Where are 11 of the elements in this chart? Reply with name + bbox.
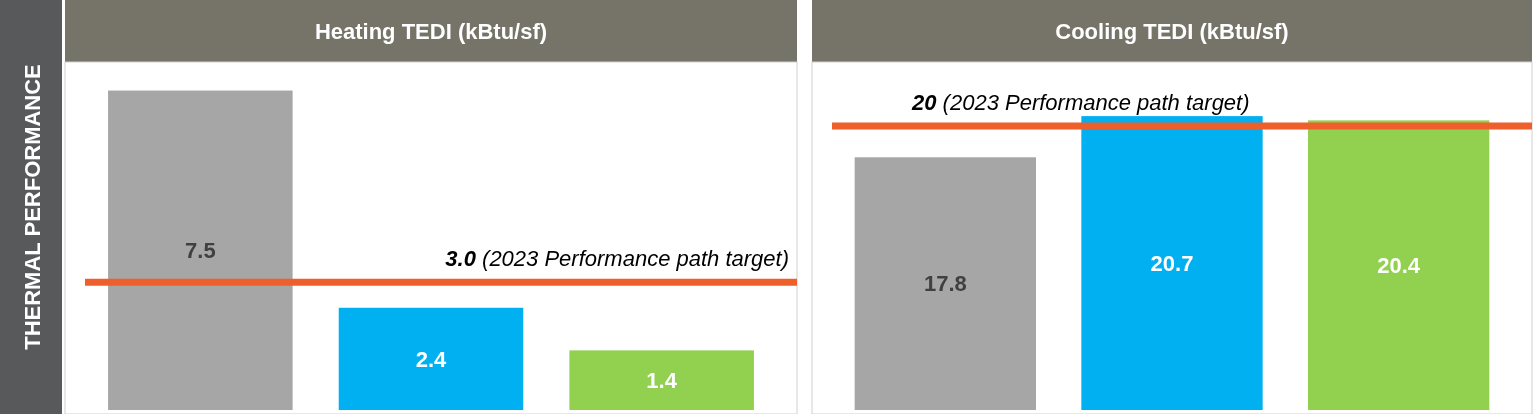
chart-title: Heating TEDI (kBtu/sf) [314,18,548,44]
data-label: 20.7 [1150,250,1194,276]
y-axis-title: THERMAL PERFORMANCE [20,64,45,350]
data-label: 17.8 [923,271,967,297]
ref-line-label: 20 (2023 Performance path target) [911,90,1250,116]
ref-line-label: 3.0 (2023 Performance path target) [445,246,789,272]
data-label: 1.4 [646,367,678,393]
data-label: 2.4 [415,346,448,372]
data-label: 20.4 [1377,252,1421,278]
data-label: 7.5 [185,237,216,263]
chart-title: Cooling TEDI (kBtu/sf) [1055,18,1289,44]
